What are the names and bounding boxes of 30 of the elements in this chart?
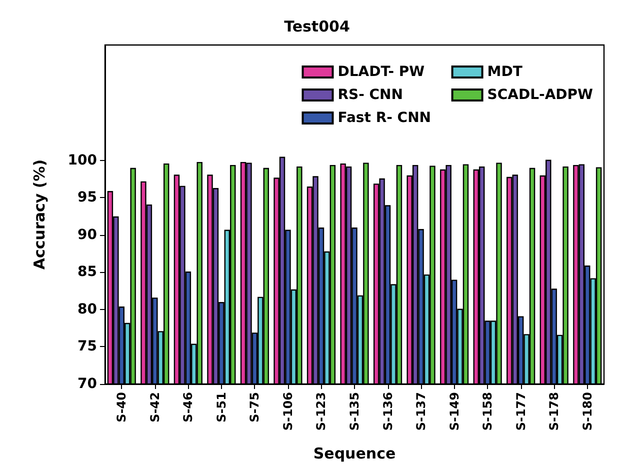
x-tick-label: S-136: [380, 392, 395, 431]
legend-label: DLADT- PW: [338, 64, 425, 80]
x-tick-label: S-123: [314, 392, 328, 431]
legend-label: RS- CNN: [338, 87, 404, 103]
x-tick-label: S-149: [447, 392, 462, 431]
x-tick-label: S-137: [414, 392, 428, 431]
y-tick-label: 75: [78, 338, 97, 355]
x-tick-label: S-180: [580, 392, 594, 431]
x-tick-label: S-46: [181, 392, 196, 422]
x-tick-label: S-42: [148, 392, 162, 422]
chart-title: Test004: [284, 18, 350, 36]
x-tick-label: S-75: [248, 392, 262, 422]
y-tick-label: 100: [68, 152, 98, 168]
legend-label: MDT: [487, 64, 523, 80]
y-tick-label: 70: [78, 376, 98, 392]
y-tick-label: 80: [78, 301, 98, 318]
x-tick-label: S-51: [214, 392, 228, 422]
x-tick-label: S-177: [514, 392, 528, 431]
y-tick-label: 85: [78, 264, 97, 280]
x-tick-label: S-40: [114, 392, 129, 422]
x-tick-label: S-178: [547, 392, 562, 431]
legend-label: Fast R- CNN: [338, 110, 432, 126]
y-tick-label: 95: [78, 190, 97, 206]
legend-label: SCADL-ADPW: [487, 87, 594, 103]
y-tick-label: 90: [78, 226, 98, 243]
y-axis-title: Accuracy (%): [30, 159, 48, 270]
x-tick-label: S-106: [280, 392, 295, 431]
x-tick-label: S-158: [480, 392, 495, 431]
x-axis-title: Sequence: [313, 444, 396, 462]
x-tick-label: S-135: [348, 392, 362, 431]
